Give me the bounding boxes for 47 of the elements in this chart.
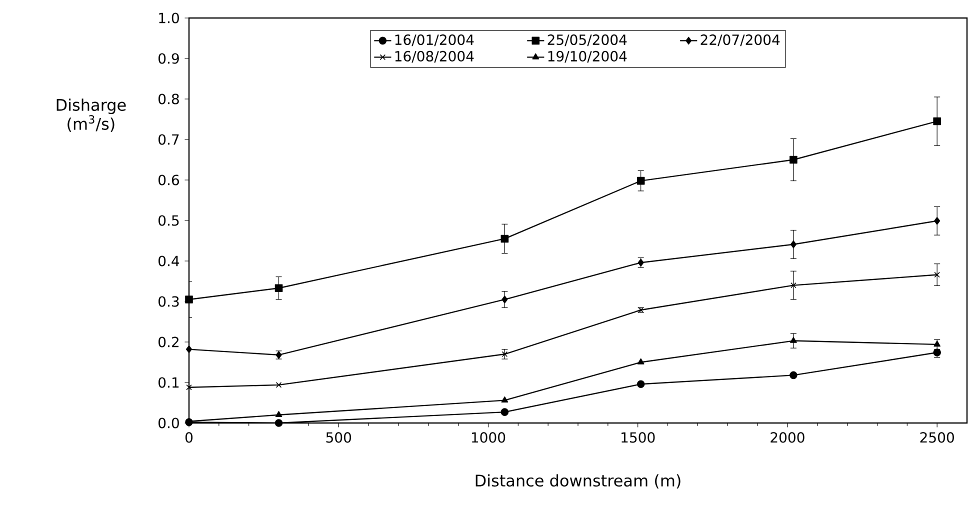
y-tick-label: 0.3 bbox=[158, 296, 179, 307]
y-axis-title: Disharge (m$^{3}$/s) bbox=[56, 98, 126, 132]
x-tick-label: 2000 bbox=[770, 432, 804, 443]
x-tick-label: 1500 bbox=[622, 432, 655, 443]
point bbox=[186, 384, 192, 390]
x-tick-label: 2500 bbox=[920, 432, 954, 443]
point bbox=[637, 358, 644, 364]
point bbox=[790, 282, 796, 288]
point bbox=[186, 345, 192, 354]
x-tick-label: 500 bbox=[326, 432, 352, 443]
point bbox=[275, 411, 282, 418]
x-tick-label: 1000 bbox=[472, 432, 506, 443]
point bbox=[636, 176, 645, 185]
point bbox=[502, 296, 508, 304]
point bbox=[185, 296, 193, 304]
x-axis-title: Distance downstream (m) bbox=[476, 474, 680, 489]
y-tick-label: 0.6 bbox=[158, 174, 179, 186]
point bbox=[934, 217, 940, 225]
y-tick-label: 0.0 bbox=[158, 418, 179, 428]
y-tick-label: 0.4 bbox=[158, 256, 180, 266]
point bbox=[933, 117, 941, 126]
legend-label: 16/08/2004 bbox=[395, 50, 474, 63]
point bbox=[501, 396, 508, 402]
x-tick-label: 0 bbox=[185, 432, 193, 443]
y-tick-label: 0.5 bbox=[158, 215, 179, 226]
y-tick-label: 0.9 bbox=[158, 53, 179, 64]
legend-label: 16/01/2004 bbox=[395, 34, 474, 46]
point bbox=[500, 408, 509, 416]
point bbox=[500, 234, 509, 243]
point bbox=[274, 284, 283, 292]
point bbox=[274, 419, 283, 427]
point bbox=[636, 380, 645, 388]
point bbox=[790, 240, 796, 248]
point bbox=[276, 382, 282, 388]
legend-label: 25/05/2004 bbox=[548, 34, 627, 46]
point bbox=[790, 371, 798, 380]
y-tick-label: 0.7 bbox=[158, 134, 179, 145]
legend-label: 19/10/2004 bbox=[548, 50, 627, 63]
point bbox=[502, 351, 508, 358]
legend-label: 22/07/2004 bbox=[700, 34, 780, 46]
y-tick-label: 1.0 bbox=[159, 12, 179, 24]
point bbox=[790, 156, 798, 164]
y-tick-label: 0.2 bbox=[158, 336, 178, 348]
point bbox=[790, 336, 797, 343]
y-tick-label: 0.1 bbox=[158, 377, 179, 388]
y-tick-label: 0.8 bbox=[158, 94, 179, 104]
point bbox=[934, 272, 940, 278]
